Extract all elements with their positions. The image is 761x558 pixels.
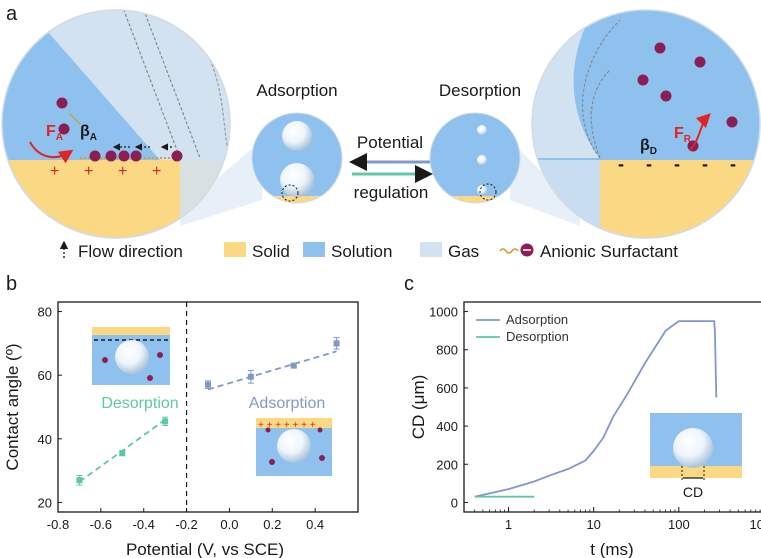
chart-b-xtick-label: -0.4 [133,517,155,532]
force-r-label: FR [674,125,692,145]
panel-label-a: a [6,3,18,25]
chart-b-xlabel: Potential (V, vs SCE) [126,540,284,558]
chart-c-legend: Adsorption Desorption [476,312,569,344]
chart-c-xtick-label: 10 [586,517,600,532]
svg-text:+: + [50,163,59,180]
surfactant-molecules-right [637,42,738,152]
positive-charges-left: + + + + [50,163,161,180]
chart-b-xtick-label: 0.4 [306,517,324,532]
legend-solid-swatch [224,242,246,257]
desorption-small-outline [429,112,521,204]
chart-c-ticks: 1 10 100 1000 0 200 400 600 800 1000 [429,305,761,532]
adsorption-force-arrow [29,141,74,164]
adsorption-small-outline [251,112,343,204]
svg-text:-: - [730,154,736,174]
legend-gas-swatch [420,242,442,257]
legend-surfactant: Anionic Surfactant [540,242,678,261]
chart-b-point [247,373,254,380]
zoom-marker-right [479,183,497,201]
chart-b-xtick-label: 0.2 [263,517,281,532]
desorption-title: Desorption [439,81,521,100]
chart-c-xtick-label: 1000 [750,517,761,532]
chart-c-ytick-label: 800 [436,343,458,358]
chart-b-xtick-label: 0.0 [220,517,238,532]
chart-c-inset-label: CD [683,484,703,500]
svg-text:-: - [702,154,708,174]
chart-b-inset-desorption [92,327,170,385]
chart-b-point [205,381,211,388]
chart-b-xtick-label: -0.2 [175,517,197,532]
desorption-zoom-outline [531,9,761,239]
chart-c-ytick-label: 400 [436,419,458,434]
zoom-marker-left [281,184,299,202]
svg-text:-: - [646,154,652,174]
legend-solution-swatch [303,242,325,257]
repulsion-force-arrow [689,113,711,151]
svg-text:+: + [152,163,161,180]
svg-text:+ + + + + + +: + + + + + + + [258,420,316,431]
surfactant-tail-icon [499,248,519,254]
chart-c-legend-adsorption: Adsorption [506,312,568,327]
negative-charges-right: - - - - - [618,154,736,174]
chart-b-ylabel: Contact angle (º) [3,343,22,470]
chart-b-adsorption-label: Adsorption [249,395,326,412]
beta-d-label: βD [640,137,657,157]
chart-b-point [162,418,169,425]
regulation-label: regulation [354,183,429,202]
chart-b-xtick-label: -0.6 [90,517,112,532]
chart-c-xlabel: t (ms) [590,540,633,558]
chart-b-point [333,340,340,347]
svg-text:-: - [674,154,680,174]
adsorption-zoom-outline [1,9,231,239]
legend-gas: Gas [448,242,479,261]
chart-c-ylabel: CD (μm) [409,375,428,440]
adsorption-title: Adsorption [256,81,337,100]
panel-label-b: b [6,273,17,295]
chart-b-ytick-label: 80 [38,305,52,320]
chart-b-point [290,362,297,369]
chart-c-xtick-label: 1 [505,517,512,532]
zoom-wedge-left [180,140,262,226]
svg-text:+: + [84,163,93,180]
chart-c-series-line [474,320,718,498]
chart-b-xtick-label: -0.8 [47,517,69,532]
chart-b-frame [57,301,359,513]
force-a-label: FA [46,123,63,143]
chart-c-plot [474,320,718,498]
chart-b-ytick-label: 40 [38,432,52,447]
beta-a-label: βA [80,123,97,143]
legend-solution: Solution [331,242,392,261]
svg-text:+: + [118,163,127,180]
chart-c-ytick-label: 200 [436,457,458,472]
desorption-small-circle [430,113,520,203]
chart-c-ytick-label: 0 [451,495,458,510]
zoom-wedge-right [510,140,580,226]
panel-label-c: c [404,273,414,295]
svg-text:-: - [618,154,624,174]
legend-solid: Solid [252,242,290,261]
chart-b-inset-adsorption: + + + + + + + [256,418,332,476]
chart-b-plot [76,302,340,512]
chart-b-desorption-label: Desorption [101,395,178,412]
chart-b-point [76,477,83,484]
surfactant-molecules-left [56,97,183,162]
chart-c-xtick-label: 100 [668,517,690,532]
chart-b-point [119,450,126,457]
legend-flow: Flow direction [78,242,183,261]
chart-c-ytick-label: 1000 [429,305,458,320]
chart-b-ytick-label: 60 [38,368,52,383]
panel-a-legend: Flow direction Solid Solution Gas Anioni… [59,240,678,261]
chart-c-frame [463,301,761,513]
chart-b-ticks: -0.8 -0.6 -0.4 -0.2 0.0 0.2 0.4 20 40 60 80 [38,305,325,532]
chart-c-legend-desorption: Desorption [506,329,569,344]
chart-c-ytick-label: 600 [436,381,458,396]
chart-c-inset [650,413,742,480]
chart-b-fit-line [207,350,337,391]
potential-label: Potential [357,133,423,152]
chart-b-ytick-label: 20 [38,495,52,510]
adsorption-small-circle [252,113,342,203]
